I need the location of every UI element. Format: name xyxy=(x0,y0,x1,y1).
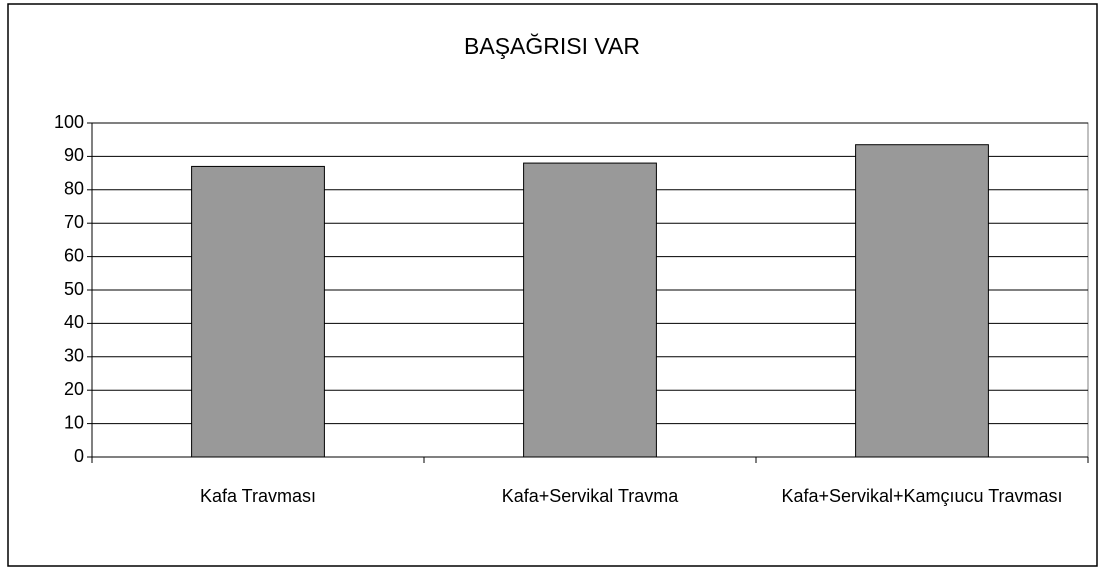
x-tick-label: Kafa+Servikal+Kamçıucu Travması xyxy=(781,486,1063,506)
y-tick-label: 80 xyxy=(64,179,84,199)
bar xyxy=(523,162,657,458)
y-tick-label: 0 xyxy=(74,446,84,466)
y-tick-label: 50 xyxy=(64,279,84,299)
bar xyxy=(191,165,325,458)
y-tick-label: 30 xyxy=(64,346,84,366)
y-tick-label: 70 xyxy=(64,212,84,232)
x-tick-label: Kafa Travması xyxy=(199,486,317,506)
x-tick-label: Kafa+Servikal Travma xyxy=(501,486,679,506)
y-tick-label: 90 xyxy=(64,145,84,165)
y-tick-label: 20 xyxy=(64,379,84,399)
y-tick-label: 40 xyxy=(64,312,84,332)
y-tick-label: 60 xyxy=(64,245,84,265)
bar xyxy=(855,144,989,458)
y-tick-label: 10 xyxy=(64,412,84,432)
chart-title: BAŞAĞRISI VAR xyxy=(464,33,640,59)
y-tick-label: 100 xyxy=(54,112,84,132)
